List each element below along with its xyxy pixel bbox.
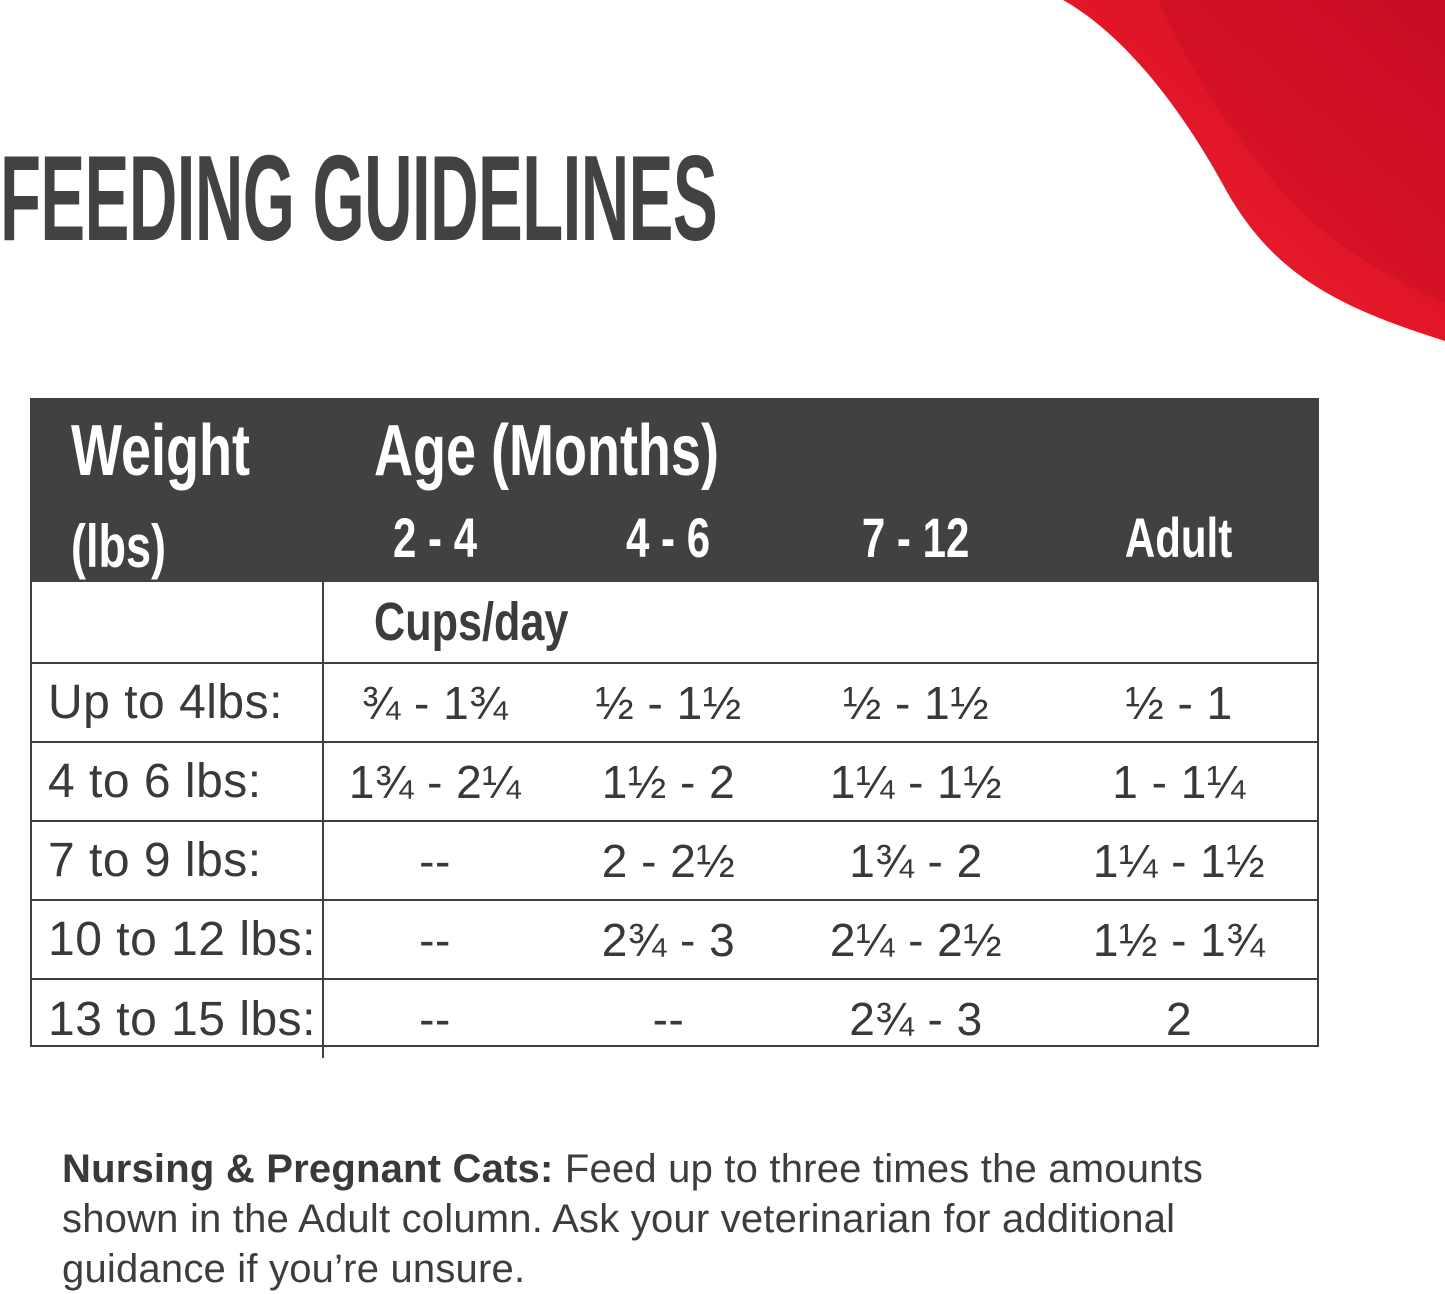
- age-months-header: Age (Months): [374, 411, 719, 491]
- cell-value: 2 - 2½: [601, 834, 736, 887]
- table-header: Weight (lbs) Age (Months) 2 - 4 4 - 6 7 …: [32, 400, 1317, 582]
- table-row-13-to-15-lbs: 13 to 15 lbs: -- -- 2¾ - 3 2: [32, 980, 1317, 1058]
- row-weight-label: 7 to 9 lbs:: [32, 822, 324, 899]
- cell-value: 1¼ - 1½: [829, 755, 1003, 808]
- cell-value: ½ - 1: [1125, 676, 1233, 729]
- cell-value: --: [419, 993, 451, 1045]
- nursing-pregnant-cats-note: Nursing & Pregnant Cats: Feed up to thre…: [62, 1144, 1222, 1294]
- cell-value: ½ - 1½: [842, 676, 990, 729]
- table-row-up-to-4lbs: Up to 4lbs: ¾ - 1¾ ½ - 1½ ½ - 1½ ½ - 1: [32, 664, 1317, 743]
- page-title: FEEDING GUIDELINES: [0, 137, 1304, 259]
- cell-value: 1½ - 1¾: [1092, 913, 1266, 966]
- table-row-10-to-12-lbs: 10 to 12 lbs: -- 2¾ - 3 2¼ - 2½ 1½ - 1¾: [32, 901, 1317, 980]
- cell-value: 2¼ - 2½: [829, 913, 1003, 966]
- units-row: Cups/day: [32, 582, 1317, 664]
- row-weight-label: 4 to 6 lbs:: [32, 743, 324, 820]
- cell-value: --: [419, 913, 451, 966]
- page-title-text: FEEDING GUIDELINES: [0, 130, 718, 266]
- column-header-adult: Adult: [1125, 506, 1233, 569]
- column-header-4-6: 4 - 6: [626, 506, 711, 569]
- column-header-7-12: 7 - 12: [862, 506, 970, 569]
- row-weight-label: 13 to 15 lbs:: [32, 980, 324, 1058]
- cell-value: 1 - 1¼: [1112, 755, 1246, 808]
- row-weight-label: 10 to 12 lbs:: [32, 901, 324, 978]
- note-lead: Nursing & Pregnant Cats:: [62, 1147, 554, 1191]
- weight-column-header: Weight: [71, 411, 250, 491]
- units-row-stub: [32, 582, 324, 662]
- units-label: Cups/day: [374, 592, 569, 652]
- cell-value: 2¾ - 3: [601, 913, 736, 966]
- cell-value: 1¾ - 2¼: [348, 755, 522, 808]
- cell-value: --: [652, 993, 685, 1045]
- cell-value: --: [419, 834, 451, 887]
- header-spacer: [32, 505, 324, 570]
- feeding-guidelines-table: Weight (lbs) Age (Months) 2 - 4 4 - 6 7 …: [30, 398, 1319, 1058]
- cell-value: 2: [1165, 993, 1193, 1045]
- cell-value: 1¾ - 2: [849, 834, 983, 887]
- table-row-4-to-6-lbs: 4 to 6 lbs: 1¾ - 2¼ 1½ - 2 1¼ - 1½ 1 - 1…: [32, 743, 1317, 822]
- cell-value: 1½ - 2: [601, 755, 736, 808]
- cell-value: 2¾ - 3: [849, 993, 983, 1045]
- table-row-7-to-9-lbs: 7 to 9 lbs: -- 2 - 2½ 1¾ - 2 1¼ - 1½: [32, 822, 1317, 901]
- cell-value: 1¼ - 1½: [1092, 834, 1266, 887]
- red-swoosh-graphic: [1063, 0, 1445, 341]
- age-range-header-row: 2 - 4 4 - 6 7 - 12 Adult: [32, 505, 1317, 570]
- row-weight-label: Up to 4lbs:: [32, 664, 324, 741]
- cell-value: ¾ - 1¾: [361, 676, 509, 729]
- cell-value: ½ - 1½: [595, 676, 742, 729]
- column-header-2-4: 2 - 4: [392, 506, 478, 569]
- weight-unit-header: (lbs): [71, 513, 166, 580]
